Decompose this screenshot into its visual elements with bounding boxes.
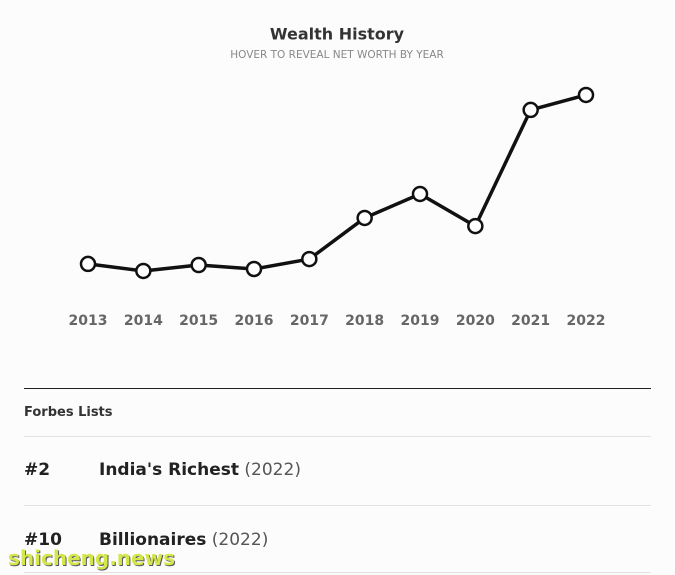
list-title: India's Richest xyxy=(99,460,240,480)
x-tick-label: 2016 xyxy=(235,313,274,329)
x-tick-label: 2020 xyxy=(456,313,495,329)
watermark: shicheng.news xyxy=(8,546,175,570)
list-year: (2022) xyxy=(211,530,269,550)
point xyxy=(356,209,373,227)
list-title: Billionaires xyxy=(99,530,207,550)
divider xyxy=(24,505,651,506)
chart-title: Wealth History xyxy=(270,25,405,44)
x-tick-label: 2021 xyxy=(511,313,550,329)
point xyxy=(190,256,207,274)
section-title: Forbes Lists xyxy=(24,405,113,420)
point xyxy=(522,101,539,119)
divider xyxy=(24,388,651,389)
point xyxy=(79,255,97,273)
point xyxy=(411,185,429,203)
x-tick-label: 2013 xyxy=(69,313,108,329)
point xyxy=(301,250,318,268)
divider xyxy=(24,572,651,573)
x-tick-label: 2018 xyxy=(345,313,384,329)
point xyxy=(135,262,152,280)
x-tick-label: 2022 xyxy=(567,313,606,329)
x-tick-label: 2015 xyxy=(179,313,218,329)
chart-subtitle: HOVER TO REVEAL NET WORTH BY YEAR xyxy=(230,49,444,61)
x-tick-label: 2014 xyxy=(124,313,163,329)
point xyxy=(577,86,595,104)
list-name: India's Richest (2022) xyxy=(99,460,301,480)
point xyxy=(245,260,263,278)
x-tick-label: 2017 xyxy=(290,313,329,329)
list-year: (2022) xyxy=(244,460,301,480)
list-name: Billionaires (2022) xyxy=(99,530,268,550)
chart: Wealth History HOVER TO REVEAL NET WORTH… xyxy=(69,25,606,330)
rank: #2 xyxy=(24,460,51,480)
divider xyxy=(24,436,651,437)
x-tick-label: 2019 xyxy=(401,313,440,329)
rank: #10 xyxy=(24,530,62,550)
line xyxy=(87,93,587,273)
point xyxy=(467,217,484,235)
